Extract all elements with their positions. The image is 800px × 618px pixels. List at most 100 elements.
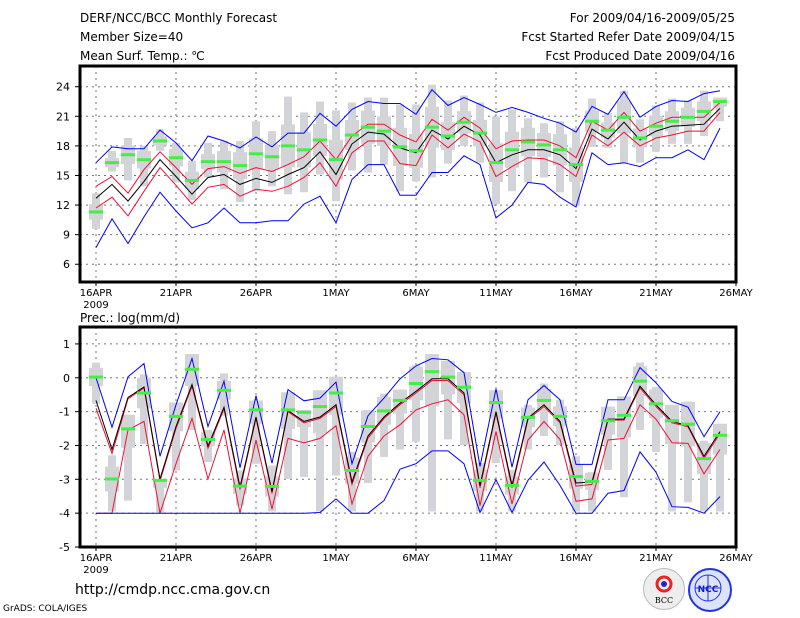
chart-panel-2: -5 -4 -3 -2 -1 0 1 16APR 21APR 26APR 1MAY 6MAY 11MAY… xyxy=(59,311,754,576)
panel-title: Prec.: log(mm/d) xyxy=(80,311,180,325)
member-box xyxy=(489,390,503,419)
member-box xyxy=(665,404,679,445)
median-marker xyxy=(249,152,263,156)
median-marker xyxy=(233,484,247,488)
member-range-bar xyxy=(588,472,596,512)
plot-frame xyxy=(78,325,738,549)
x-tick-label: 26APR xyxy=(240,553,273,564)
x-tick-label: 21APR xyxy=(160,288,193,299)
member-range-bar xyxy=(700,440,708,512)
median-marker xyxy=(121,427,135,431)
y-tick-label: 21 xyxy=(56,110,70,123)
median-marker xyxy=(201,437,215,441)
median-marker xyxy=(249,408,263,412)
x-tick-label: 21MAY xyxy=(639,553,673,564)
median-marker xyxy=(361,125,375,129)
median-marker xyxy=(425,125,439,129)
y-tick-label: 6 xyxy=(63,258,70,271)
series-line-max xyxy=(95,88,721,164)
median-marker xyxy=(649,402,663,406)
member-range-bar xyxy=(492,390,500,464)
x-tick-label: 6MAY xyxy=(402,288,430,299)
median-marker xyxy=(313,138,327,142)
y-tick-label: 18 xyxy=(56,140,70,153)
member-range-bar xyxy=(412,365,420,442)
series-line-lower xyxy=(95,112,721,217)
median-marker xyxy=(601,419,615,423)
median-marker xyxy=(153,139,167,143)
member-box xyxy=(617,396,631,438)
median-marker xyxy=(377,129,391,133)
y-tick-label: 0 xyxy=(63,372,70,385)
median-marker xyxy=(649,124,663,128)
median-marker xyxy=(105,477,119,481)
median-marker xyxy=(537,143,551,147)
median-marker xyxy=(233,164,247,168)
median-marker xyxy=(457,385,471,389)
member-range-bar xyxy=(172,402,180,471)
median-marker xyxy=(569,475,583,479)
member-range-bar xyxy=(284,392,292,479)
member-range-bar xyxy=(636,362,644,430)
forecast-period: For 2009/04/16-2009/05/25 xyxy=(569,11,735,25)
x-tick-label: 1MAY xyxy=(322,288,350,299)
series-line-max xyxy=(95,356,721,468)
member-box xyxy=(249,400,263,424)
median-marker xyxy=(537,398,551,402)
x-tick-label: 16MAY xyxy=(559,553,593,564)
median-marker xyxy=(217,388,231,392)
source-url: http://cmdp.ncc.cma.gov.cn xyxy=(75,582,271,598)
median-marker xyxy=(393,398,407,402)
member-range-bar xyxy=(604,406,612,470)
y-tick-label: 24 xyxy=(56,81,70,94)
median-marker xyxy=(713,100,727,104)
median-marker xyxy=(281,144,295,148)
median-marker xyxy=(329,158,343,162)
median-marker xyxy=(441,375,455,379)
member-range-bar xyxy=(316,390,324,512)
x-tick-label: 26MAY xyxy=(719,553,753,564)
member-range-bar xyxy=(140,374,148,445)
median-marker xyxy=(425,370,439,374)
series-line-lower xyxy=(96,399,721,514)
median-marker xyxy=(121,153,135,157)
member-range-bar xyxy=(124,414,132,501)
median-marker xyxy=(601,128,615,132)
median-marker xyxy=(153,478,167,482)
series-line-mean xyxy=(95,378,721,492)
member-range-bar xyxy=(716,423,724,512)
y-tick-label: -3 xyxy=(59,473,70,486)
y-tick-label: -2 xyxy=(59,439,70,452)
median-marker xyxy=(521,140,535,144)
member-range-bar xyxy=(300,409,308,477)
series-line-min xyxy=(95,127,721,248)
member-box xyxy=(313,390,327,434)
median-marker xyxy=(697,109,711,113)
median-marker xyxy=(137,158,151,162)
median-marker xyxy=(105,161,119,165)
median-marker xyxy=(409,382,423,386)
member-box xyxy=(713,423,727,455)
chart-title: DERF/NCC/BCC Monthly Forecast xyxy=(80,11,278,25)
y-tick-label: 9 xyxy=(63,229,70,242)
produced-date: Fcst Produced Date 2009/04/16 xyxy=(545,49,735,63)
median-marker xyxy=(361,425,375,429)
median-marker xyxy=(585,479,599,483)
median-marker xyxy=(569,163,583,167)
member-size: Member Size=40 xyxy=(80,30,184,44)
x-tick-label: 21APR xyxy=(160,553,193,564)
member-range-bar xyxy=(620,396,628,498)
median-marker xyxy=(89,210,103,214)
y-tick-label: -5 xyxy=(59,541,70,554)
member-range-bar xyxy=(252,400,260,464)
median-marker xyxy=(585,119,599,123)
median-marker xyxy=(633,379,647,383)
median-marker xyxy=(345,469,359,473)
y-tick-label: 12 xyxy=(56,199,70,212)
member-range-bar xyxy=(380,393,388,457)
median-marker xyxy=(297,148,311,152)
member-range-bar xyxy=(396,389,404,450)
median-marker xyxy=(281,408,295,412)
median-marker xyxy=(681,115,695,119)
member-range-bar xyxy=(716,97,724,122)
